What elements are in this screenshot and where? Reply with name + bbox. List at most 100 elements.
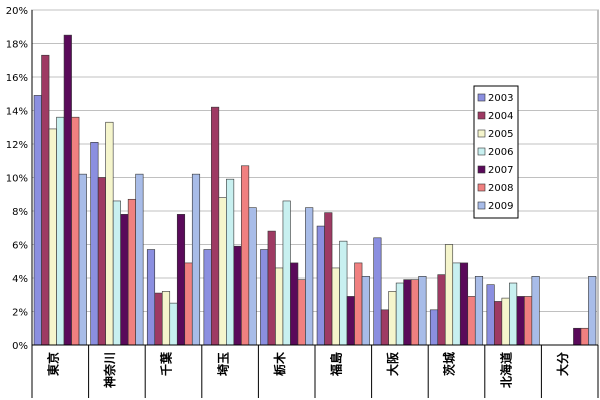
bar-2006-1 (112, 200, 121, 346)
legend-label: 2005 (488, 129, 513, 140)
bar-2009-9 (588, 276, 597, 346)
bar-2004-5 (324, 212, 333, 346)
bar-2003-5 (316, 225, 325, 346)
bar-2009-6 (418, 276, 427, 346)
bar-2007-7 (459, 262, 469, 346)
bar-2008-9 (580, 327, 589, 346)
bars (31, 10, 598, 346)
bar-2009-3 (248, 207, 257, 346)
legend-label: 2006 (488, 147, 513, 158)
y-tick-label: 16% (6, 73, 28, 84)
y-axis-ticks: 0% 2% 4% 6% 8% 10% 12% 14% 16% 18% 20% (6, 6, 28, 352)
bar-2006-0 (56, 116, 65, 346)
bar-2006-6 (395, 282, 404, 346)
bar-2004-7 (437, 274, 446, 346)
bar-2006-8 (509, 282, 518, 346)
x-category-label: 千葉 (159, 351, 174, 376)
bar-2008-1 (127, 198, 136, 346)
y-tick-label: 12% (6, 140, 28, 151)
x-axis-labels: 東京 神奈川 千葉 埼玉 栃木 福島 大阪 茨城 北海道 大分 (31, 345, 599, 398)
y-tick-label: 10% (6, 174, 28, 185)
bar-2003-2 (146, 249, 156, 346)
bar-2007-2 (176, 214, 186, 346)
y-tick-label: 14% (6, 107, 28, 118)
bar-2008-5 (354, 262, 363, 346)
bar-2004-2 (154, 292, 163, 346)
bar-2005-1 (105, 121, 114, 346)
y-tick-label: 4% (12, 274, 28, 285)
bar-2004-4 (267, 230, 276, 346)
x-category-label: 大分 (555, 352, 570, 376)
bar-2003-3 (203, 249, 212, 346)
legend-swatch (477, 183, 486, 192)
bar-2003-6 (373, 237, 382, 346)
x-category-label: 栃木 (272, 351, 287, 376)
bar-2007-6 (403, 279, 412, 346)
y-tick-label: 2% (12, 308, 28, 319)
bar-2007-4 (290, 262, 299, 346)
bar-2005-0 (48, 128, 57, 346)
legend-label: 2009 (488, 201, 513, 212)
x-category-label: 福島 (329, 352, 344, 377)
bar-2005-4 (275, 267, 284, 346)
bar-2008-4 (297, 279, 306, 346)
bar-2007-5 (346, 296, 355, 346)
legend-swatch (477, 201, 486, 210)
bar-2009-4 (305, 207, 314, 346)
legend-swatch (477, 129, 486, 138)
y-tick-label: 6% (12, 241, 28, 252)
bar-2006-7 (452, 262, 461, 346)
bar-2007-0 (63, 34, 72, 346)
bar-2007-8 (516, 296, 525, 346)
bar-2007-1 (120, 214, 129, 346)
bar-2003-0 (33, 95, 42, 346)
y-tick-label: 18% (6, 40, 28, 51)
bar-2005-7 (444, 244, 454, 346)
bar-2007-3 (233, 245, 242, 346)
bar-2003-8 (486, 284, 495, 346)
bar-2004-1 (97, 177, 106, 346)
bar-2006-5 (339, 240, 348, 346)
y-tick-label: 20% (6, 6, 28, 17)
bar-2005-5 (331, 267, 340, 346)
x-category-label: 北海道 (498, 352, 513, 388)
legend-label: 2008 (488, 183, 513, 194)
x-category-label: 東京 (46, 352, 61, 376)
bar-2006-3 (226, 178, 235, 346)
legend-swatch (477, 147, 486, 156)
bar-2009-7 (474, 276, 484, 346)
bar-2005-2 (161, 291, 171, 346)
x-category-label: 神奈川 (102, 352, 117, 388)
bar-2009-5 (361, 276, 370, 346)
bar-2006-4 (282, 200, 291, 346)
bar-2008-2 (184, 262, 193, 346)
bar-2003-4 (260, 249, 269, 346)
bar-2004-3 (211, 106, 220, 346)
bar-2009-1 (135, 173, 144, 346)
bar-2005-8 (501, 297, 510, 346)
bar-2004-8 (494, 301, 503, 346)
bar-2008-7 (467, 296, 476, 346)
x-category-label: 大阪 (385, 351, 400, 376)
bar-2008-0 (71, 116, 80, 346)
bar-2009-2 (191, 173, 201, 346)
y-tick-label: 0% (12, 341, 28, 352)
legend-swatch (477, 111, 486, 120)
legend-swatch (477, 165, 486, 174)
bar-2004-6 (380, 309, 389, 346)
bar-2004-0 (41, 54, 50, 346)
bar-2008-6 (410, 279, 419, 346)
bar-2005-6 (388, 291, 397, 346)
y-tick-label: 8% (12, 207, 28, 218)
bar-2003-1 (90, 142, 99, 346)
x-category-label: 茨城 (442, 352, 457, 376)
x-category-label: 埼玉 (215, 352, 230, 376)
bar-2008-3 (241, 165, 250, 346)
bar-2009-8 (531, 276, 540, 346)
legend-swatch (477, 93, 486, 102)
bar-2005-3 (218, 197, 227, 346)
legend: 2003 2004 2005 2006 2007 2008 2009 (473, 85, 519, 219)
legend-label: 2003 (488, 93, 513, 104)
